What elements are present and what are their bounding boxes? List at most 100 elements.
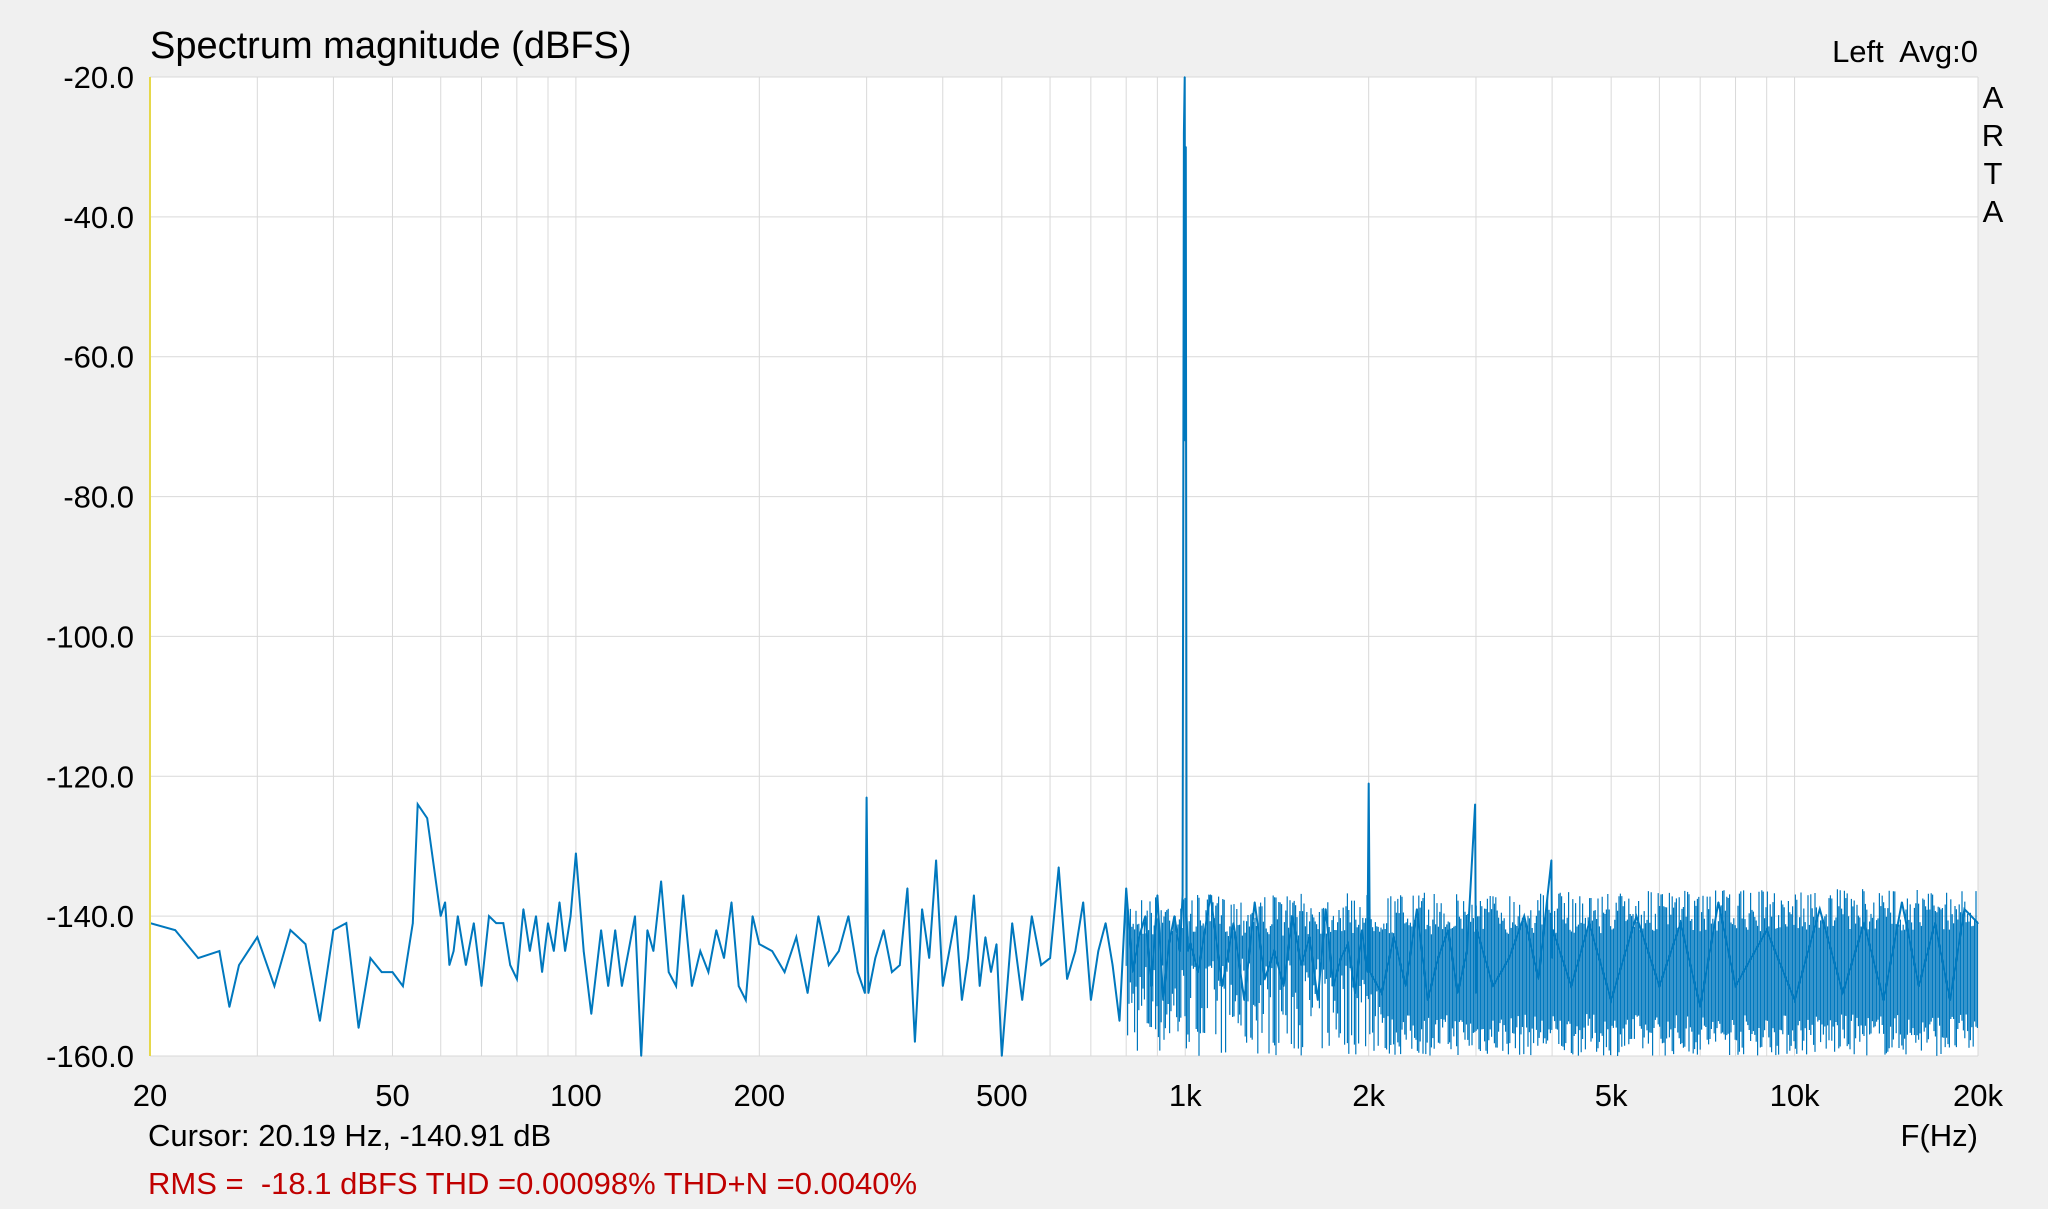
data-point — [600, 929, 602, 931]
data-point — [522, 908, 525, 910]
x-axis-label: F(Hz) — [1901, 1118, 1978, 1153]
data-point — [795, 936, 798, 938]
data-point — [891, 971, 893, 973]
data-point — [699, 950, 702, 952]
data-point — [297, 936, 299, 938]
data-point — [1031, 915, 1033, 917]
x-tick-label: 200 — [733, 1078, 785, 1113]
data-point — [502, 922, 505, 924]
brand-letter-a1: A — [1983, 80, 2004, 115]
data-point — [1090, 999, 1092, 1001]
data-point — [984, 936, 987, 938]
data-point — [426, 817, 429, 819]
data-point — [614, 929, 616, 931]
data-point — [488, 915, 490, 917]
data-point — [856, 971, 859, 973]
data-point — [1057, 866, 1060, 868]
data-point — [529, 950, 531, 952]
x-tick-label: 50 — [375, 1078, 409, 1113]
data-point — [558, 901, 561, 903]
data-point — [174, 929, 176, 931]
data-point — [1125, 887, 1127, 889]
data-point — [928, 957, 930, 959]
data-point — [1049, 957, 1051, 959]
data-point — [691, 985, 693, 987]
data-point — [1156, 894, 1159, 896]
data-point — [304, 943, 307, 945]
x-tick-labels: 20 50 100 200 500 1k 2k 5k 10k 20k — [133, 1078, 2004, 1113]
data-point — [1523, 915, 1525, 917]
data-point — [1324, 908, 1327, 910]
data-point — [553, 950, 555, 952]
data-point — [1819, 908, 1821, 910]
data-point — [228, 1006, 231, 1008]
y-tick-labels: -20.0 -40.0 -60.0 -80.0 -100.0 -120.0 -140.0 -1… — [46, 60, 134, 1074]
data-point — [607, 985, 609, 987]
data-point — [1416, 908, 1418, 910]
data-point — [319, 1020, 321, 1022]
data-point — [652, 950, 655, 952]
y-tick-label: -80.0 — [63, 480, 134, 515]
data-point — [634, 915, 636, 917]
data-point — [771, 950, 773, 952]
chart-title: Spectrum magnitude (dBFS) — [150, 25, 632, 67]
data-point — [1717, 901, 1720, 903]
data-point — [935, 859, 937, 861]
data-point — [444, 901, 446, 903]
data-point — [197, 957, 199, 959]
data-point — [582, 950, 585, 952]
y-tick-label: -60.0 — [63, 340, 134, 375]
data-point — [516, 978, 518, 980]
data-point — [1066, 978, 1068, 980]
x-tick-label: 2k — [1352, 1078, 1385, 1113]
data-point — [1185, 146, 1187, 148]
data-point — [480, 985, 483, 987]
data-point — [1367, 782, 1370, 785]
data-point — [751, 915, 754, 917]
data-point — [675, 985, 677, 987]
data-point — [1111, 964, 1114, 966]
data-point — [357, 1027, 360, 1029]
data-point — [906, 887, 909, 889]
channel-info: Left Avg:0 — [1832, 34, 1978, 69]
data-point — [575, 852, 577, 854]
data-point — [1040, 964, 1042, 966]
x-tick-label: 1k — [1169, 1078, 1202, 1113]
data-point — [864, 992, 866, 994]
y-tick-label: -120.0 — [46, 759, 134, 794]
noise-floor-band — [1125, 889, 1978, 1056]
data-point — [1074, 950, 1077, 952]
data-point — [391, 971, 394, 973]
data-point — [874, 957, 877, 959]
data-point — [806, 992, 809, 994]
data-point — [865, 796, 868, 799]
data-point — [1104, 922, 1107, 924]
data-point — [256, 936, 259, 938]
data-point — [457, 915, 459, 917]
cursor-readout: Cursor: 20.19 Hz, -140.91 dB — [148, 1118, 551, 1153]
data-point — [1317, 999, 1319, 1001]
brand-letter-r: R — [1982, 118, 2004, 153]
data-point — [345, 922, 348, 924]
data-point — [1183, 132, 1185, 134]
data-point — [289, 929, 292, 931]
data-point — [942, 985, 944, 987]
data-point — [1474, 803, 1476, 806]
data-point — [954, 915, 957, 917]
data-point — [541, 971, 543, 973]
plot-area — [150, 77, 1978, 1056]
data-point — [473, 922, 475, 924]
data-point — [847, 915, 850, 917]
brand-letter-a2: A — [1983, 194, 2004, 229]
data-point — [273, 985, 276, 987]
data-point — [961, 999, 963, 1001]
data-point — [465, 964, 467, 966]
data-point — [402, 985, 404, 987]
data-point — [737, 985, 740, 987]
data-point — [495, 922, 498, 924]
data-point — [921, 908, 923, 910]
data-point — [995, 943, 998, 945]
data-point — [828, 964, 830, 966]
y-tick-label: -40.0 — [63, 200, 134, 235]
